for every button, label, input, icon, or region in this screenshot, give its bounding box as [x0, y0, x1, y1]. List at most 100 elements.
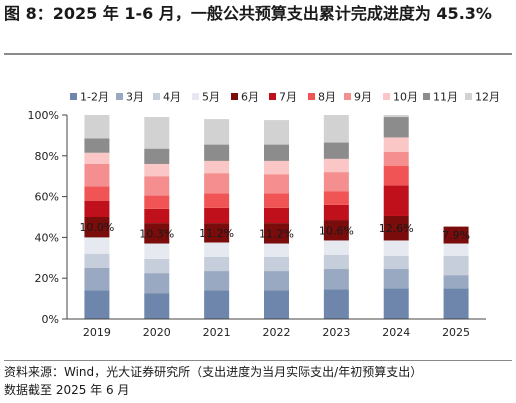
bar-segment-2020-8 [144, 195, 170, 209]
bar-segment-2019-11 [84, 138, 110, 153]
bar-segment-2025-1-2 [443, 288, 469, 319]
legend-item-3: 3月 [116, 91, 144, 104]
legend-swatch [153, 93, 160, 100]
bar-segment-2019-4 [84, 253, 110, 268]
legend-swatch [423, 93, 430, 100]
bar-segment-2022-5 [264, 243, 289, 257]
footer-divider [4, 360, 512, 361]
bar-segment-2022-3 [264, 271, 289, 291]
bar-stack-2022 [264, 120, 289, 319]
bar-segment-2024-6 [383, 215, 409, 241]
x-axis: 2019 2020 2021 2022 2023 2024 2025 [67, 318, 486, 339]
legend-swatch [308, 93, 315, 100]
legend-item-10: 10月 [383, 91, 418, 104]
bar-segment-2021-7 [204, 207, 230, 224]
bar-segment-2022-10 [264, 160, 289, 175]
x-tick-label: 2025 [442, 326, 470, 339]
title-divider [4, 53, 512, 55]
bar-segment-2024-10 [383, 137, 409, 152]
bar-segment-2019-12 [84, 115, 110, 139]
date-note: 数据截至 2025 年 6 月 [4, 383, 130, 397]
y-tick-label: 0% [42, 313, 59, 326]
legend-item-11: 11月 [423, 91, 458, 104]
bar-segment-2022-11 [264, 144, 289, 161]
bar-segment-2019-1-2 [84, 290, 110, 319]
bar-segment-2021-6 [204, 223, 230, 243]
legend-label: 5月 [202, 91, 220, 104]
bar-segment-2024-3 [383, 269, 409, 289]
bar-segment-2023-3 [323, 269, 349, 290]
x-tick-label: 2022 [263, 326, 291, 339]
bar-segment-2019-5 [84, 237, 110, 254]
bar-segment-2023-7 [323, 204, 349, 221]
x-tick-label: 2021 [203, 326, 231, 339]
bar-segment-2024-11 [383, 117, 409, 138]
legend-item-12: 12月 [465, 91, 500, 104]
bar-segment-2019-3 [84, 268, 110, 291]
bar-segment-2020-12 [144, 117, 170, 149]
chart-legend: 1-2月 3月 4月 5月 6月 7月 8月 9月 10月 11月 12月 [70, 91, 500, 104]
bar-segment-2020-3 [144, 273, 170, 294]
bar-segment-2024-8 [383, 166, 409, 186]
legend-item-4: 4月 [153, 91, 181, 104]
data-label-2020: 10.3% [139, 227, 174, 240]
bar-segment-2023-4 [323, 254, 349, 270]
bar-stack-2020 [144, 117, 170, 319]
source-note: 资料来源：Wind，光大证券研究所（支出进度为当月实际支出/年初预算支出） [4, 365, 423, 379]
data-label-2023: 10.6% [319, 224, 354, 237]
data-labels: 10.0% 10.3% 11.2% 11.2% 10.6% 12.6% 7.9% [79, 221, 470, 242]
bar-segment-2019-10 [84, 152, 110, 164]
legend-swatch [116, 93, 123, 100]
legend-label: 10月 [393, 91, 418, 104]
x-tick-label: 2020 [143, 326, 171, 339]
y-axis: 0% 20% 40% 60% 80% 100% [28, 109, 68, 326]
bar-segment-2024-7 [383, 185, 409, 216]
x-tick-label: 2019 [83, 326, 111, 339]
bar-segment-2025-3 [443, 275, 469, 289]
legend-swatch [383, 93, 390, 100]
bar-segment-2021-4 [204, 256, 230, 272]
bar-segment-2020-6 [144, 223, 170, 244]
data-label-2025: 7.9% [442, 229, 470, 242]
bar-segment-2024-5 [383, 240, 409, 256]
bar-segment-2021-1-2 [204, 290, 230, 319]
data-label-2022: 11.2% [259, 227, 294, 240]
bar-segment-2021-11 [204, 144, 230, 161]
data-label-2021: 11.2% [199, 227, 234, 240]
legend-label: 8月 [318, 91, 336, 104]
bar-segment-2021-5 [204, 242, 230, 257]
bar-segment-2019-9 [84, 163, 110, 187]
stacked-bar-chart: 1-2月 3月 4月 5月 6月 7月 8月 9月 10月 11月 12月 0% 20% 40% 60% 8… [28, 91, 500, 340]
bar-stack-2019 [84, 115, 110, 319]
bar-segment-2022-12 [264, 120, 289, 145]
y-tick-label: 100% [28, 109, 59, 122]
legend-swatch [70, 93, 77, 100]
legend-label: 9月 [354, 91, 372, 104]
bar-segment-2021-10 [204, 160, 230, 174]
y-tick-label: 60% [35, 191, 59, 204]
bar-segment-2020-4 [144, 258, 170, 274]
chart-title: 图 8：2025 年 1-6 月，一般公共预算支出累计完成进度为 45.3% [4, 4, 492, 23]
legend-label: 6月 [241, 91, 259, 104]
bar-segment-2022-7 [264, 207, 289, 224]
bar-segment-2025-6 [443, 226, 469, 244]
bar-segment-2020-7 [144, 208, 170, 224]
bar-stacks [84, 115, 469, 319]
legend-label: 12月 [475, 91, 500, 104]
legend-swatch [269, 93, 276, 100]
bar-segment-2022-8 [264, 193, 289, 208]
legend-label: 7月 [279, 91, 297, 104]
y-tick-label: 20% [35, 272, 59, 285]
bar-segment-2022-4 [264, 256, 289, 272]
x-tick-label: 2023 [322, 326, 350, 339]
legend-item-1-2: 1-2月 [70, 91, 109, 104]
legend-label: 3月 [126, 91, 144, 104]
bar-segment-2019-6 [84, 217, 110, 238]
legend-swatch [192, 93, 199, 100]
bar-segment-2022-9 [264, 174, 289, 194]
bar-segment-2025-4 [443, 255, 469, 276]
bar-segment-2023-10 [323, 158, 349, 173]
bar-stack-2021 [204, 119, 230, 319]
legend-item-5: 5月 [192, 91, 220, 104]
bar-segment-2021-8 [204, 193, 230, 208]
